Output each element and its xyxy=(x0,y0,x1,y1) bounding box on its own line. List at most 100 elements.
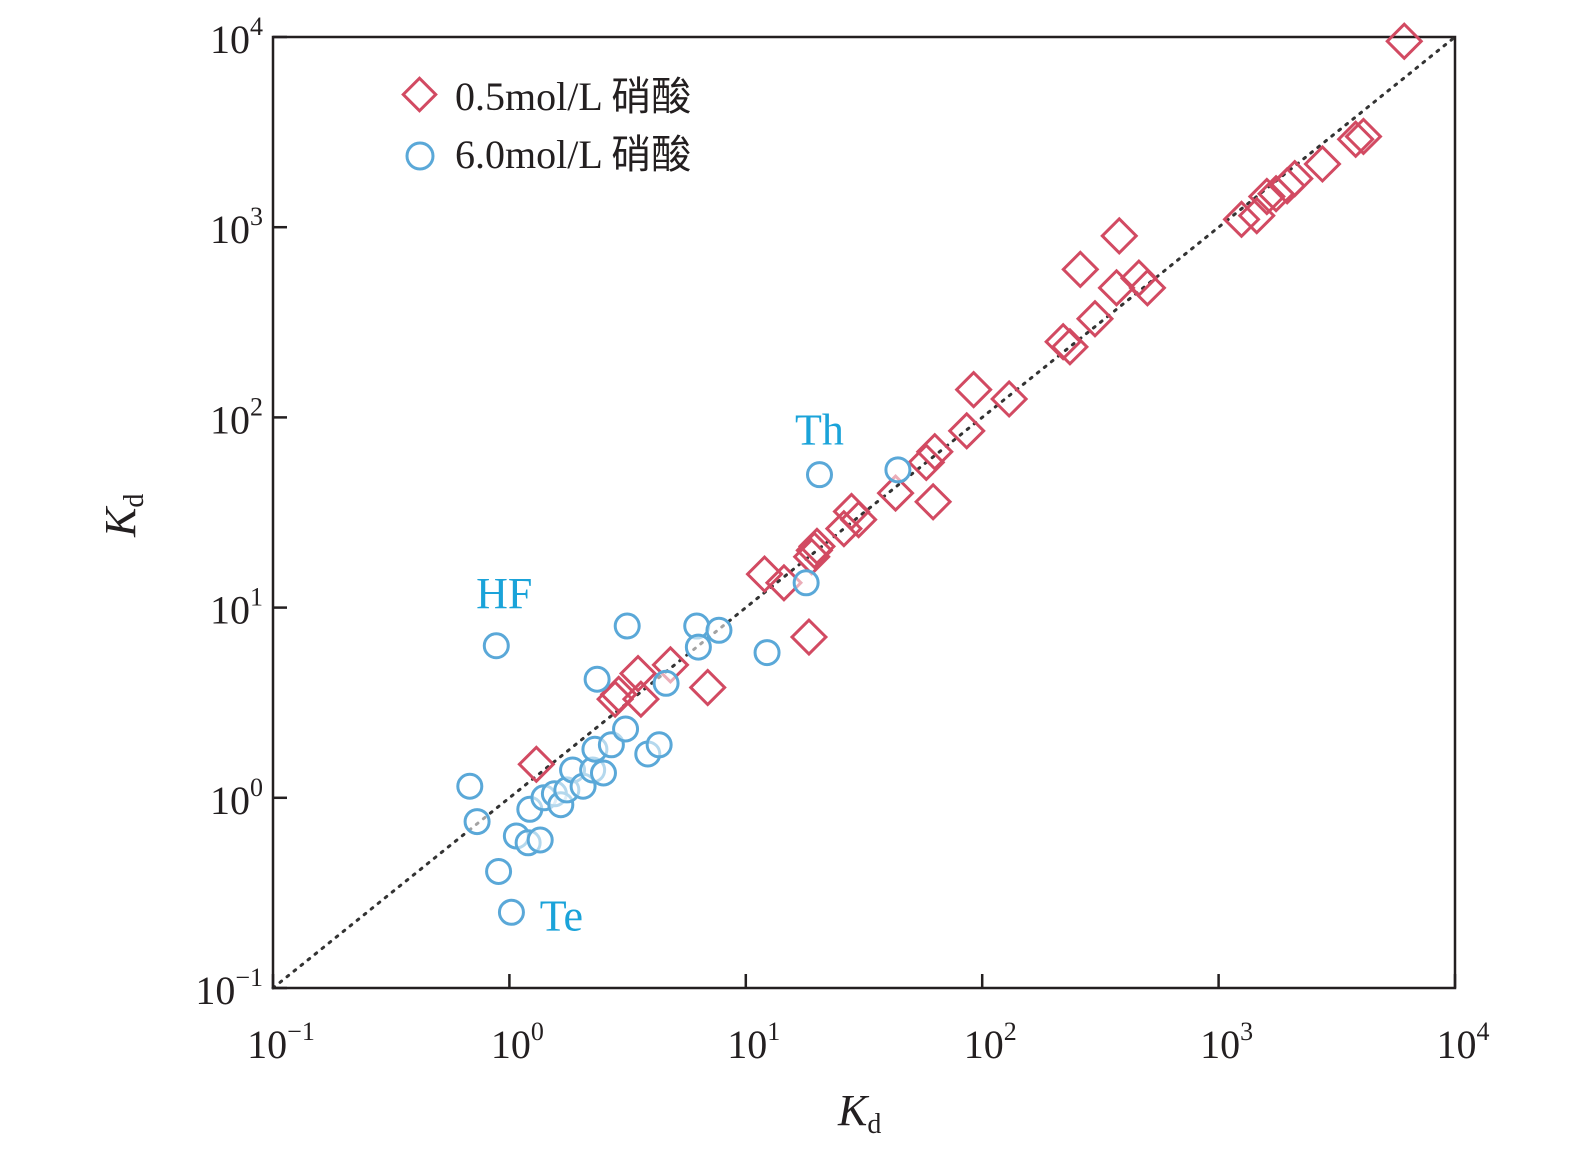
y-tick-label: 101 xyxy=(210,583,263,633)
x-tick-exponent: 4 xyxy=(1477,1017,1490,1046)
series-1-diamond-point xyxy=(915,432,954,471)
series-1-diamond-point xyxy=(764,563,804,602)
data-markers xyxy=(456,22,1424,926)
annotation-te: Te xyxy=(540,891,583,940)
series-1-diamond-point xyxy=(1247,177,1286,216)
series-1-diamond-point xyxy=(954,370,993,409)
x-tick-label: 100 xyxy=(491,1017,544,1067)
annotation-th: Th xyxy=(795,406,844,455)
series-2-circle-point xyxy=(792,569,820,597)
series-1-diamond-point xyxy=(1303,144,1342,184)
series-2-circle-point xyxy=(753,639,781,667)
series-1-diamond-point xyxy=(1237,196,1276,235)
series-1-diamond-point xyxy=(914,482,953,521)
series-1-diamond-point xyxy=(1044,322,1083,361)
x-tick-base: 10 xyxy=(491,1022,531,1067)
series-2-circle-point xyxy=(613,612,641,640)
series-1-diamond-point xyxy=(789,617,829,657)
series-1-diamond-point xyxy=(824,509,863,548)
series-2-circle-point xyxy=(583,665,611,693)
x-tick-exponent: 1 xyxy=(767,1017,780,1046)
series-2-circle-point xyxy=(497,898,525,926)
x-axis-ticks: 10−1 100 101 102 103 104 xyxy=(247,974,1490,1067)
x-tick-base: 10 xyxy=(964,1022,1004,1067)
y-tick-label: 103 xyxy=(210,202,263,252)
y-axis-title: Kd xyxy=(96,494,150,538)
x-tick-label: 103 xyxy=(1200,1017,1253,1067)
legend-label-series-2: 6.0mol/L 硝酸 xyxy=(455,132,691,177)
series-1-diamond-point xyxy=(1075,299,1115,338)
legend: 0.5mol/L 硝酸 6.0mol/L 硝酸 xyxy=(401,74,691,177)
y-tick-exponent: 4 xyxy=(250,12,263,41)
y-tick-base: 10 xyxy=(210,397,250,442)
series-1-diamond-point xyxy=(1275,159,1314,198)
series-2-circle-point xyxy=(645,731,673,759)
series-2-circle-point xyxy=(482,632,510,660)
series-1-diamond-point xyxy=(688,668,727,707)
legend-marker-circle xyxy=(405,141,435,171)
x-tick-label: 104 xyxy=(1437,1017,1490,1067)
y-tick-exponent: 3 xyxy=(250,202,263,231)
series-2-circle-point xyxy=(884,456,912,484)
y-tick-base: 10 xyxy=(195,968,235,1013)
series-1-diamond-point xyxy=(1050,327,1090,366)
y-tick-base: 10 xyxy=(210,778,250,823)
series-2-circle-point xyxy=(684,633,712,661)
y-axis-title-sub: d xyxy=(119,494,150,508)
x-tick-exponent: 0 xyxy=(531,1017,544,1046)
series-2-circle-point xyxy=(485,857,513,885)
series-1-diamond-point xyxy=(1100,216,1139,255)
series-1-diamond-point xyxy=(1336,120,1375,159)
y-tick-label: 102 xyxy=(210,392,263,442)
series-1-diamond-point xyxy=(1385,22,1424,61)
plot-frame xyxy=(271,35,1457,990)
x-tick-base: 10 xyxy=(247,1022,287,1067)
point-annotations: HF Th Te xyxy=(476,406,844,941)
series-1-diamond-point xyxy=(745,555,784,594)
series-2-circle-point xyxy=(463,808,491,836)
series-1-diamond-point xyxy=(618,654,658,693)
y-axis-title-main: K xyxy=(96,505,145,538)
series-1-diamond-point xyxy=(947,411,986,450)
y-tick-exponent: −1 xyxy=(235,963,263,992)
y-tick-label: 10−1 xyxy=(195,963,263,1013)
y-tick-base: 10 xyxy=(210,17,250,62)
legend-marker-diamond xyxy=(401,76,438,113)
series-1-diamond-point xyxy=(907,443,946,482)
series-2-circle-point xyxy=(456,772,484,800)
series-1-diamond-point xyxy=(621,680,661,719)
legend-label-series-1: 0.5mol/L 硝酸 xyxy=(455,74,691,119)
x-axis-title-sub: d xyxy=(867,1109,881,1140)
series-2-circle-point xyxy=(526,826,554,854)
series-1-diamond-point xyxy=(1128,268,1167,307)
series-1-diamond-point xyxy=(1061,250,1100,289)
y-tick-base: 10 xyxy=(210,207,250,252)
x-tick-label: 101 xyxy=(727,1017,780,1067)
series-2-circle-point xyxy=(705,616,733,644)
x-tick-exponent: −1 xyxy=(287,1017,315,1046)
x-tick-exponent: 2 xyxy=(1004,1017,1017,1046)
x-tick-exponent: 3 xyxy=(1240,1017,1253,1046)
series-1-diamond-point xyxy=(990,379,1029,419)
x-axis-title-main: K xyxy=(837,1086,870,1135)
x-axis-title: Kd xyxy=(837,1086,881,1140)
series-2-circle-point xyxy=(805,461,833,489)
y-tick-exponent: 1 xyxy=(250,583,263,612)
series-1-diamond-point xyxy=(792,537,831,576)
series-1-diamond-point xyxy=(876,473,915,513)
x-tick-base: 10 xyxy=(727,1022,767,1067)
series-1-diamond-point xyxy=(517,745,556,784)
y-tick-label: 100 xyxy=(210,773,263,823)
annotation-hf: HF xyxy=(476,569,532,618)
x-tick-base: 10 xyxy=(1200,1022,1240,1067)
y-tick-exponent: 0 xyxy=(250,773,263,802)
y-tick-label: 104 xyxy=(210,12,263,62)
series-2-circle-point xyxy=(652,669,680,697)
series-1-diamond-point xyxy=(1344,117,1383,156)
series-2-circle-point xyxy=(589,759,617,787)
x-tick-base: 10 xyxy=(1437,1022,1477,1067)
x-tick-label: 10−1 xyxy=(247,1017,315,1067)
x-tick-label: 102 xyxy=(964,1017,1017,1067)
